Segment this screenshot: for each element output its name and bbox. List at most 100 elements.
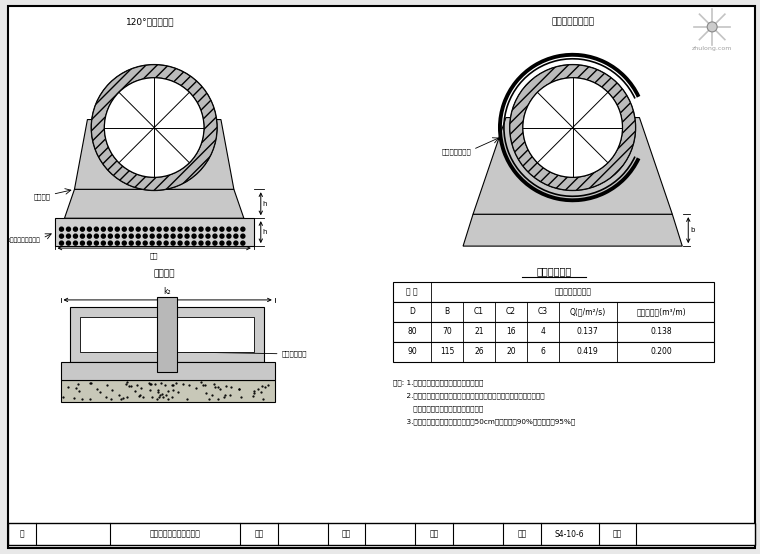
- Circle shape: [129, 234, 133, 238]
- Text: 复查: 复查: [342, 530, 351, 538]
- Wedge shape: [510, 65, 635, 191]
- Circle shape: [192, 241, 196, 245]
- Circle shape: [91, 65, 217, 191]
- Text: 院: 院: [19, 530, 24, 538]
- Circle shape: [87, 234, 91, 238]
- Circle shape: [81, 241, 84, 245]
- Circle shape: [157, 241, 161, 245]
- Bar: [71, 307, 163, 362]
- Polygon shape: [473, 117, 673, 214]
- Circle shape: [143, 227, 147, 231]
- Text: C2: C2: [506, 307, 516, 316]
- Text: 宽度: 宽度: [150, 252, 158, 259]
- Circle shape: [66, 234, 71, 238]
- Text: C3: C3: [538, 307, 548, 316]
- Bar: [157, 297, 177, 372]
- Polygon shape: [463, 214, 682, 246]
- Circle shape: [59, 234, 64, 238]
- Circle shape: [178, 234, 182, 238]
- Circle shape: [227, 227, 231, 231]
- Text: 抒管接口: 抒管接口: [154, 269, 175, 278]
- Text: 115: 115: [440, 347, 454, 356]
- Circle shape: [192, 227, 196, 231]
- Circle shape: [192, 234, 196, 238]
- Circle shape: [94, 241, 98, 245]
- Circle shape: [109, 227, 112, 231]
- Text: 16: 16: [506, 327, 516, 336]
- Circle shape: [136, 241, 141, 245]
- Bar: [61, 362, 274, 379]
- Circle shape: [143, 234, 147, 238]
- Circle shape: [129, 227, 133, 231]
- Circle shape: [157, 234, 161, 238]
- Text: zhulong.com: zhulong.com: [692, 47, 733, 52]
- Circle shape: [104, 78, 204, 177]
- Circle shape: [227, 241, 231, 245]
- Text: C1: C1: [474, 307, 484, 316]
- Circle shape: [101, 241, 106, 245]
- Polygon shape: [65, 189, 244, 218]
- Circle shape: [74, 241, 78, 245]
- Bar: [394, 322, 714, 342]
- Circle shape: [101, 227, 106, 231]
- Circle shape: [164, 234, 168, 238]
- Circle shape: [150, 234, 154, 238]
- Circle shape: [81, 234, 84, 238]
- Wedge shape: [91, 65, 217, 191]
- Circle shape: [213, 227, 217, 231]
- Circle shape: [213, 241, 217, 245]
- Text: 说明: 1.图注尺寸除角度外，余均以厘米计。: 说明: 1.图注尺寸除角度外，余均以厘米计。: [394, 379, 483, 386]
- Circle shape: [234, 234, 238, 238]
- Text: 0.419: 0.419: [577, 347, 598, 356]
- Text: 2.当流工比老牟带在层居岁架施工剃时，需在架模施工时在边套海截面: 2.当流工比老牟带在层居岁架施工剃时，需在架模施工时在边套海截面: [394, 393, 545, 399]
- Circle shape: [122, 234, 126, 238]
- Circle shape: [213, 234, 217, 238]
- Text: t: t: [166, 323, 169, 329]
- Circle shape: [101, 234, 106, 238]
- Circle shape: [136, 234, 141, 238]
- Text: 切挖截面: 切挖截面: [33, 193, 51, 199]
- Circle shape: [87, 227, 91, 231]
- Circle shape: [66, 227, 71, 231]
- Bar: [171, 307, 264, 362]
- Circle shape: [116, 241, 119, 245]
- Circle shape: [129, 241, 133, 245]
- Text: 日期: 日期: [613, 530, 622, 538]
- Circle shape: [87, 241, 91, 245]
- Circle shape: [708, 22, 717, 32]
- Text: 水泥砂浆量(m³/m): 水泥砂浆量(m³/m): [637, 307, 686, 316]
- Text: b: b: [690, 227, 695, 233]
- Circle shape: [178, 241, 182, 245]
- Text: Q(吠/m²/s): Q(吠/m²/s): [569, 307, 606, 316]
- Bar: [8, 523, 755, 545]
- Text: 4: 4: [540, 327, 545, 336]
- Text: 角毛糊件，以使整个管基统为一体。: 角毛糊件，以使整个管基统为一体。: [394, 406, 483, 412]
- Circle shape: [150, 241, 154, 245]
- Text: h: h: [263, 201, 268, 207]
- Text: 3.基础拍破实密密实皮层深：管阃50cm以内不小于90%，余不小于95%。: 3.基础拍破实密密实皮层深：管阃50cm以内不小于90%，余不小于95%。: [394, 418, 575, 425]
- Circle shape: [185, 227, 189, 231]
- Text: 图号: 图号: [518, 530, 527, 538]
- Text: 6: 6: [540, 347, 545, 356]
- Circle shape: [171, 227, 175, 231]
- Circle shape: [143, 241, 147, 245]
- Text: k₂: k₂: [163, 287, 171, 296]
- Circle shape: [116, 227, 119, 231]
- Circle shape: [206, 241, 210, 245]
- Circle shape: [199, 227, 203, 231]
- Circle shape: [220, 227, 224, 231]
- Circle shape: [157, 227, 161, 231]
- Text: 排水管基础、接口构造图: 排水管基础、接口构造图: [150, 530, 201, 538]
- Circle shape: [199, 241, 203, 245]
- Circle shape: [109, 241, 112, 245]
- Text: S4-10-6: S4-10-6: [555, 530, 584, 538]
- Text: 抒带接口管道基础: 抒带接口管道基础: [554, 288, 591, 296]
- Circle shape: [510, 65, 635, 191]
- Text: 水泥砂浆抒带接口: 水泥砂浆抒带接口: [551, 17, 594, 26]
- Circle shape: [59, 241, 64, 245]
- Circle shape: [241, 234, 245, 238]
- Circle shape: [164, 241, 168, 245]
- Text: D: D: [410, 307, 415, 316]
- Circle shape: [94, 227, 98, 231]
- Circle shape: [74, 227, 78, 231]
